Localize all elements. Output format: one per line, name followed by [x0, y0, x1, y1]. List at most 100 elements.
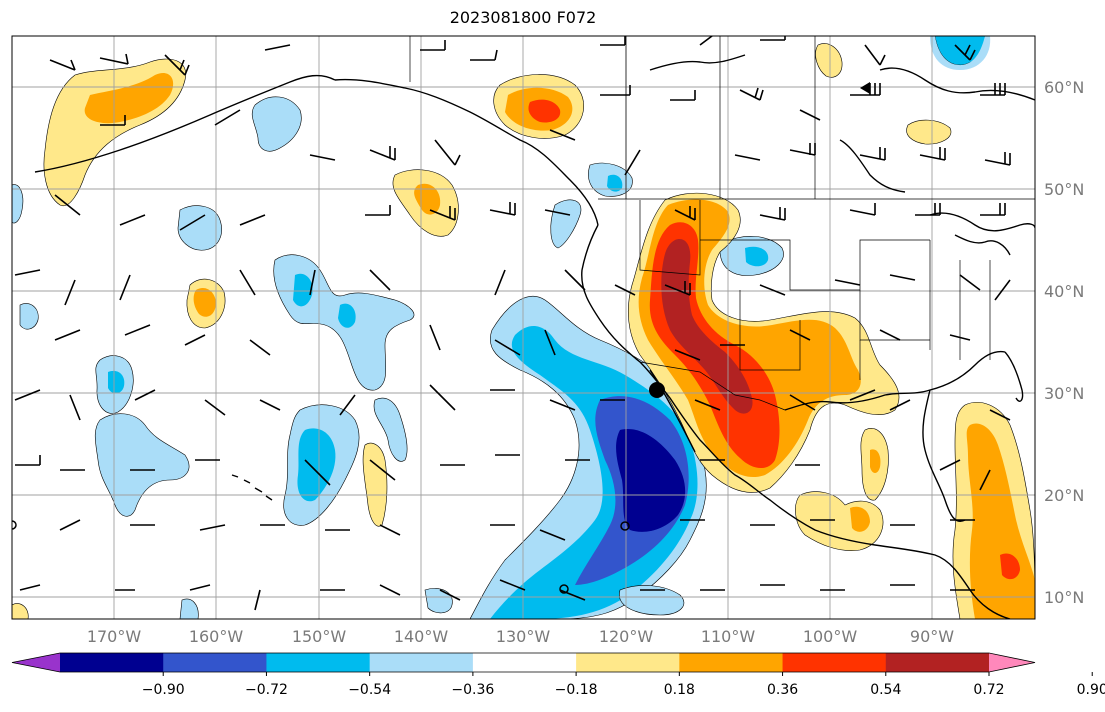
wind-barb — [164, 54, 190, 76]
wind-barb — [864, 44, 886, 66]
wind-barb — [674, 349, 701, 361]
lon-label: 90°W — [910, 627, 954, 646]
positive-region — [850, 506, 870, 532]
wind-barb — [494, 339, 521, 356]
negative-region — [745, 246, 769, 267]
wind-barb — [734, 154, 761, 161]
wind-barb — [539, 529, 566, 541]
wind-barb — [59, 519, 81, 531]
map-content — [12, 36, 1035, 619]
colorbar-tick-label: 0.72 — [973, 682, 1004, 698]
wind-barb — [549, 399, 576, 411]
wind-barb — [214, 109, 241, 126]
positive-region — [528, 99, 561, 123]
map-title: 2023081800 F072 — [449, 8, 597, 27]
negative-region — [424, 588, 453, 614]
wind-barb — [915, 203, 941, 216]
wind-barb — [14, 269, 41, 276]
hurricane-center-marker — [649, 382, 665, 398]
negative-region — [616, 429, 686, 532]
wind-barb — [204, 399, 226, 416]
wind-barb — [939, 459, 961, 471]
positive-region — [661, 239, 753, 414]
wind-barb — [64, 279, 76, 306]
wind-barb — [664, 281, 691, 296]
map-frame — [11, 35, 1036, 620]
wind-barb — [239, 214, 266, 226]
colorbar-extend-low — [12, 653, 60, 672]
wind-barb — [980, 203, 1006, 216]
wind-barb — [559, 589, 586, 601]
wind-barb — [339, 394, 356, 416]
wind-barb — [979, 469, 991, 491]
wind-barb — [369, 269, 391, 291]
wind-barb — [134, 389, 156, 401]
wind-barb — [694, 399, 721, 411]
positive-region — [815, 43, 843, 78]
wind-barb — [99, 53, 129, 65]
lat-label: 60°N — [1044, 78, 1084, 97]
wind-barb — [179, 214, 206, 231]
wind-barb — [849, 389, 876, 401]
wind-barb — [429, 206, 456, 221]
wind-barb — [674, 206, 696, 221]
negative-region — [179, 598, 199, 619]
negative-region — [94, 413, 190, 517]
wind-barb — [889, 274, 916, 281]
lat-label: 10°N — [1044, 588, 1084, 607]
wind-barb — [759, 207, 786, 221]
wind-barb — [189, 584, 211, 591]
negative-region — [930, 36, 991, 70]
colorbar-tick-label: 0.36 — [767, 682, 798, 698]
wind-barb — [739, 87, 764, 101]
colorbar-extend-high — [989, 653, 1035, 672]
wind-barb — [919, 147, 946, 161]
wind-barb — [670, 90, 696, 101]
positive-region — [1000, 553, 1020, 580]
negative-region — [12, 184, 24, 224]
wind-barb — [544, 329, 556, 356]
wind-barb — [264, 44, 291, 51]
wind-barb — [420, 40, 446, 51]
wind-barb — [789, 394, 816, 411]
lon-labels: 170°W 160°W 150°W 140°W 130°W 120°W 110°… — [87, 627, 954, 646]
wind-barb — [949, 334, 971, 341]
wind-barb — [309, 154, 336, 161]
colorbar-segment — [576, 653, 680, 672]
wind-barb — [199, 524, 226, 531]
colorbar-outline — [11, 652, 1036, 673]
negative-region — [251, 96, 302, 152]
small-circle-marker — [559, 584, 569, 594]
wind-barb — [989, 409, 1011, 421]
wind-barb — [760, 36, 786, 41]
wind-barb — [470, 49, 498, 61]
colorbar: −0.90 −0.72 −0.54 −0.36 −0.18 0.18 0.36 0.54 0.7… — [11, 652, 1105, 698]
wind-barb — [980, 83, 1006, 96]
colorbar-segment — [163, 653, 267, 672]
wind-barb — [119, 214, 146, 226]
wind-barb — [889, 399, 911, 411]
wind-barb — [369, 146, 396, 161]
lat-labels: 60°N 50°N 40°N 30°N 20°N 10°N — [1044, 78, 1084, 607]
colorbar-segment — [782, 653, 887, 672]
negative-region — [373, 397, 408, 462]
lat-label: 20°N — [1044, 486, 1084, 505]
colorbar-segment — [679, 653, 784, 672]
wind-barb — [309, 269, 316, 296]
colorbar-tick-label: −0.54 — [348, 682, 391, 698]
wind-barb — [15, 455, 41, 466]
colorbar-tick-label: −0.90 — [142, 682, 185, 698]
small-circle-marker — [12, 520, 17, 530]
colorbar-tick-label: −0.72 — [245, 682, 288, 698]
wind-barb — [369, 459, 396, 481]
colorbar-tick-label: 0.54 — [870, 682, 901, 698]
wind-barb — [614, 284, 636, 296]
wind-barb — [849, 203, 876, 216]
colorbar-tick-label: −0.18 — [555, 682, 598, 698]
wind-barb — [789, 143, 816, 156]
small-circle-marker — [620, 521, 630, 531]
negative-region — [619, 585, 685, 616]
wind-barb — [984, 152, 1011, 166]
wind-barb — [259, 399, 281, 411]
